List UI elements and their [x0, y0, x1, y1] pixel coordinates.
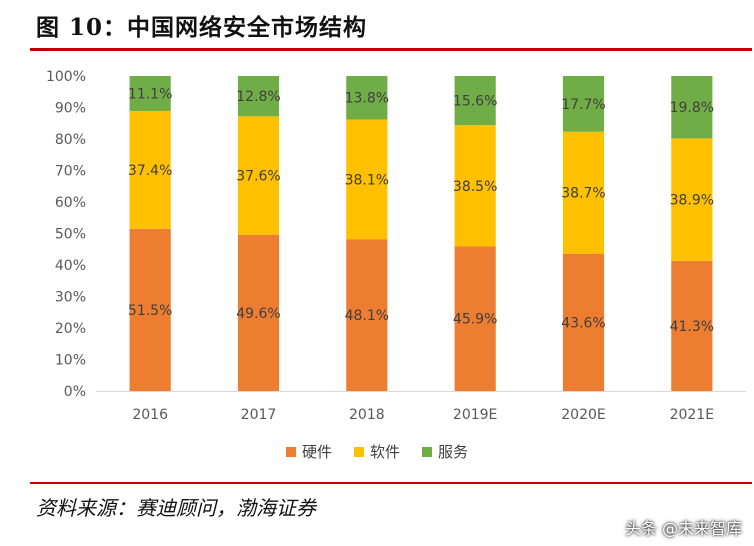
legend-label: 硬件	[301, 443, 332, 461]
data-label: 41.3%	[670, 319, 714, 335]
data-label: 38.7%	[561, 186, 605, 202]
bar-segment-硬件	[346, 239, 388, 391]
data-label: 48.1%	[345, 308, 389, 324]
y-tick-label: 30%	[55, 290, 86, 306]
legend-label: 服务	[438, 443, 469, 461]
data-label: 12.8%	[236, 89, 280, 105]
y-tick-label: 0%	[64, 384, 86, 400]
bar-segment-硬件	[671, 260, 713, 391]
legend-item: 软件	[353, 441, 400, 462]
y-tick-label: 40%	[55, 258, 86, 274]
bar-segment-软件	[346, 119, 388, 240]
data-label: 15.6%	[453, 94, 497, 110]
data-label: 17.7%	[561, 97, 605, 113]
chart-legend: 硬件 软件 服务	[0, 441, 754, 462]
y-tick-label: 80%	[55, 132, 86, 148]
bar-segment-服务	[454, 76, 496, 126]
bar-segment-软件	[237, 116, 280, 235]
bar-segment-硬件	[129, 228, 171, 391]
x-tick-label: 2016	[132, 407, 168, 423]
y-tick-label: 90%	[55, 101, 86, 117]
x-tick-label: 2020E	[561, 407, 605, 423]
watermark: 头条 @未来智库	[624, 519, 742, 538]
x-tick-label: 2021E	[670, 407, 714, 423]
bar-segment-软件	[454, 125, 496, 247]
bar-segment-服务	[129, 76, 171, 111]
bar-segment-硬件	[454, 246, 496, 391]
source-divider	[30, 482, 752, 484]
x-axis: 2016 2017 2018 2019E 2020E 2021E	[96, 391, 746, 423]
y-axis: 0% 10% 20% 30% 40% 50% 60% 70% 80% 90% 100%	[46, 69, 86, 400]
data-label: 38.9%	[670, 193, 714, 209]
bar-segment-服务	[346, 76, 388, 120]
data-label: 43.6%	[561, 315, 605, 331]
data-label: 38.5%	[453, 179, 497, 195]
y-tick-label: 50%	[55, 227, 86, 243]
bar-segment-硬件	[237, 234, 280, 391]
data-label: 45.9%	[453, 312, 497, 328]
data-label: 19.8%	[670, 100, 714, 116]
source-note: 资料来源：赛迪顾问，渤海证券	[36, 496, 316, 520]
legend-swatch	[422, 446, 432, 457]
y-tick-label: 20%	[55, 321, 86, 337]
data-label: 51.5%	[128, 303, 172, 319]
data-label: 37.6%	[236, 169, 280, 185]
data-label: 37.4%	[128, 163, 172, 179]
legend-swatch	[285, 446, 296, 457]
stacked-bar-chart: 0% 10% 20% 30% 40% 50% 60% 70% 80% 90% 100% 51.5% 3…	[46, 69, 746, 423]
bar-segment-软件	[562, 131, 605, 254]
legend-item: 服务	[422, 441, 468, 462]
x-tick-label: 2018	[349, 407, 385, 423]
bar-segment-服务	[671, 76, 713, 139]
title-divider	[30, 48, 752, 51]
y-tick-label: 100%	[46, 69, 86, 85]
x-tick-label: 2019E	[453, 407, 497, 423]
figure-title: 图 10：中国网络安全市场结构	[36, 14, 368, 41]
bar-segment-软件	[671, 138, 713, 261]
bar-segment-硬件	[562, 253, 605, 391]
bar-segment-服务	[562, 76, 605, 132]
data-label: 49.6%	[236, 306, 280, 322]
y-tick-label: 60%	[55, 195, 86, 211]
x-tick-label: 2017	[241, 407, 277, 423]
legend-swatch	[353, 446, 364, 457]
data-label: 11.1%	[128, 86, 172, 102]
bar-segment-软件	[129, 110, 171, 229]
legend-item: 硬件	[285, 441, 332, 462]
legend-label: 软件	[369, 443, 400, 461]
y-tick-label: 70%	[55, 164, 86, 180]
bars-group: 51.5% 37.4% 11.1% 49.6% 37.6% 12.8% 48.1% 38.1%…	[128, 76, 714, 391]
bar-segment-服务	[237, 76, 280, 117]
y-tick-label: 10%	[55, 353, 86, 369]
data-label: 13.8%	[345, 91, 389, 107]
data-label: 38.1%	[345, 172, 389, 188]
